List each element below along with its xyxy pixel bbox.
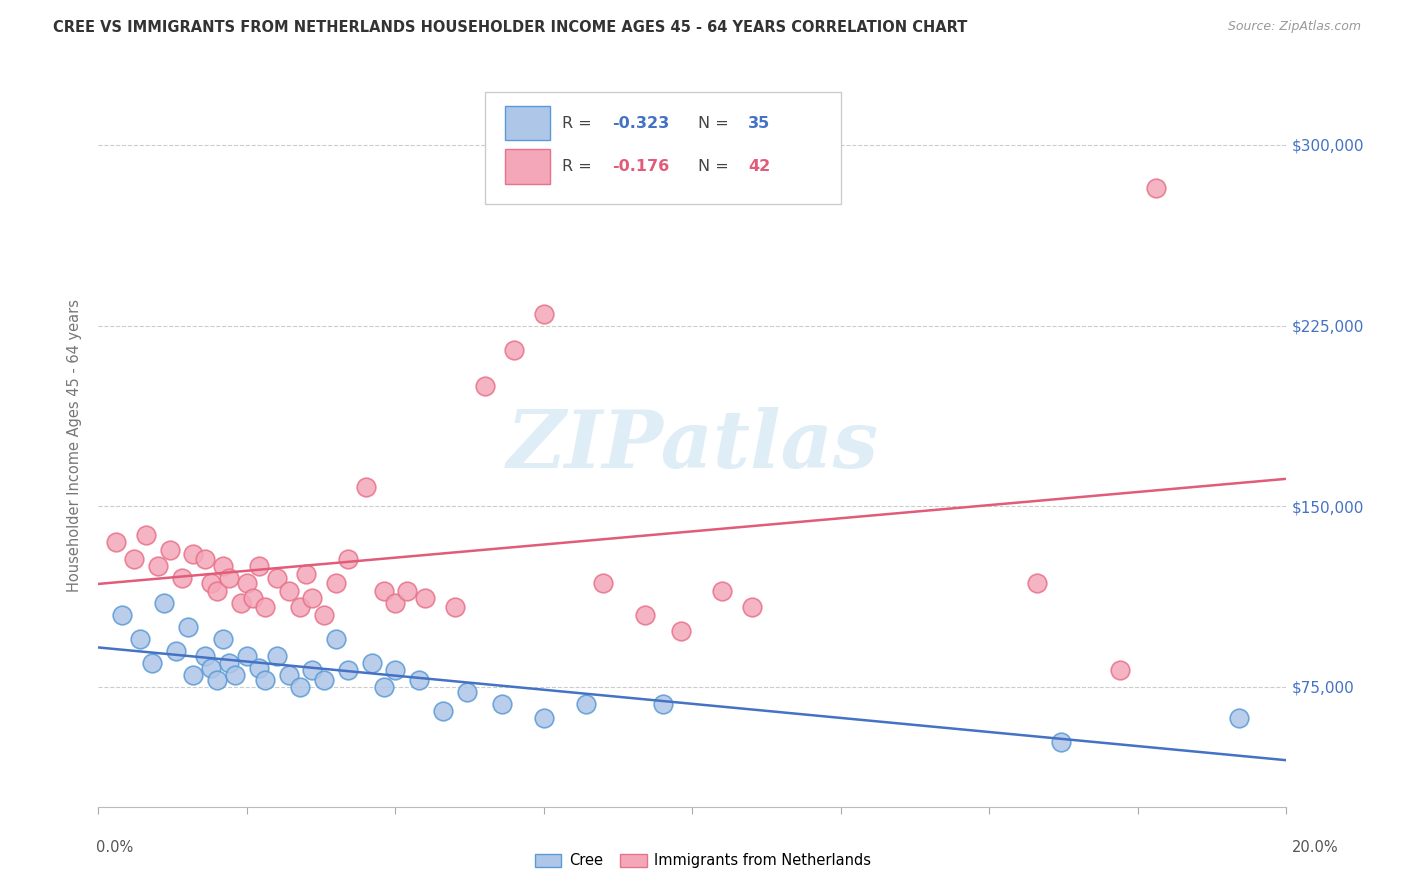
Point — [1026, 576, 1049, 591]
Point — [266, 648, 288, 663]
Point — [574, 697, 596, 711]
Text: -0.176: -0.176 — [612, 159, 669, 174]
Point — [301, 591, 323, 605]
Point — [336, 663, 359, 677]
Point — [236, 648, 259, 663]
Point — [1049, 735, 1071, 749]
Point — [373, 680, 395, 694]
Point — [247, 660, 270, 674]
Point — [176, 620, 198, 634]
Point — [194, 552, 217, 566]
Point — [325, 632, 347, 646]
Y-axis label: Householder Income Ages 45 - 64 years: Householder Income Ages 45 - 64 years — [66, 300, 82, 592]
Point — [373, 583, 395, 598]
Point — [247, 559, 270, 574]
Point — [314, 607, 336, 622]
Point — [301, 663, 323, 677]
Text: Source: ZipAtlas.com: Source: ZipAtlas.com — [1227, 20, 1361, 33]
Point — [290, 680, 312, 694]
Point — [105, 535, 128, 549]
Point — [212, 632, 235, 646]
Point — [592, 576, 614, 591]
Point — [474, 379, 496, 393]
Point — [141, 656, 163, 670]
FancyBboxPatch shape — [505, 105, 550, 140]
Point — [205, 583, 228, 598]
Point — [456, 684, 478, 698]
Point — [224, 667, 246, 682]
Point — [651, 697, 673, 711]
Text: 20.0%: 20.0% — [1292, 840, 1339, 855]
Text: N =: N = — [699, 116, 734, 130]
Point — [129, 632, 152, 646]
Text: R =: R = — [562, 159, 596, 174]
Point — [491, 697, 513, 711]
Point — [384, 663, 406, 677]
Text: R =: R = — [562, 116, 596, 130]
Point — [242, 591, 264, 605]
Text: ZIPatlas: ZIPatlas — [506, 408, 879, 484]
Point — [295, 566, 318, 581]
Text: -0.323: -0.323 — [612, 116, 669, 130]
Point — [152, 596, 174, 610]
Point — [135, 528, 157, 542]
Point — [432, 704, 454, 718]
Point — [396, 583, 419, 598]
Text: N =: N = — [699, 159, 734, 174]
Point — [669, 624, 692, 639]
Point — [360, 656, 382, 670]
Point — [146, 559, 169, 574]
Point — [111, 607, 134, 622]
Point — [253, 673, 276, 687]
Point — [354, 480, 377, 494]
Point — [266, 572, 288, 586]
Text: 42: 42 — [748, 159, 770, 174]
Point — [1227, 711, 1250, 725]
FancyBboxPatch shape — [505, 149, 550, 184]
Point — [1144, 181, 1167, 195]
Text: CREE VS IMMIGRANTS FROM NETHERLANDS HOUSEHOLDER INCOME AGES 45 - 64 YEARS CORREL: CREE VS IMMIGRANTS FROM NETHERLANDS HOUS… — [53, 20, 967, 35]
Point — [236, 576, 259, 591]
Point — [218, 572, 240, 586]
Point — [212, 559, 235, 574]
Point — [200, 576, 222, 591]
Point — [290, 600, 312, 615]
Point — [413, 591, 436, 605]
Legend: Cree, Immigrants from Netherlands: Cree, Immigrants from Netherlands — [530, 847, 876, 874]
Point — [634, 607, 657, 622]
Point — [165, 644, 187, 658]
Point — [503, 343, 526, 357]
Point — [200, 660, 222, 674]
Point — [533, 307, 555, 321]
Point — [122, 552, 145, 566]
Point — [253, 600, 276, 615]
Point — [277, 667, 299, 682]
FancyBboxPatch shape — [485, 92, 841, 204]
Point — [194, 648, 217, 663]
Text: 0.0%: 0.0% — [96, 840, 132, 855]
Point — [314, 673, 336, 687]
Point — [229, 596, 252, 610]
Text: 35: 35 — [748, 116, 770, 130]
Point — [408, 673, 430, 687]
Point — [741, 600, 763, 615]
Point — [205, 673, 228, 687]
Point — [218, 656, 240, 670]
Point — [277, 583, 299, 598]
Point — [533, 711, 555, 725]
Point — [183, 548, 205, 562]
Point — [443, 600, 465, 615]
Point — [336, 552, 359, 566]
Point — [170, 572, 193, 586]
Point — [159, 542, 181, 557]
Point — [384, 596, 406, 610]
Point — [325, 576, 347, 591]
Point — [711, 583, 734, 598]
Point — [183, 667, 205, 682]
Point — [1109, 663, 1132, 677]
